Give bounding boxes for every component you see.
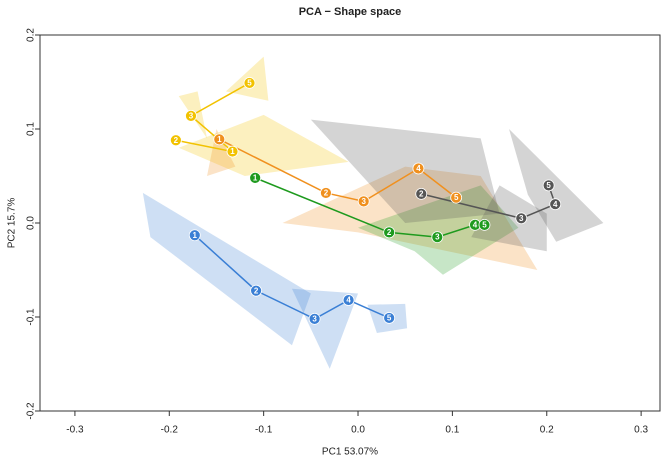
- point-label: 3: [519, 214, 524, 223]
- point: [415, 187, 428, 200]
- x-tick-label: -0.2: [161, 425, 179, 436]
- point: [188, 229, 201, 242]
- point-label: 4: [473, 220, 478, 229]
- hull: [282, 166, 538, 270]
- point: [226, 145, 239, 158]
- point-label: 5: [482, 220, 487, 229]
- point: [515, 212, 528, 225]
- point-label: 1: [217, 135, 222, 144]
- point: [383, 226, 396, 239]
- hull: [142, 192, 311, 346]
- point-label: 4: [553, 200, 558, 209]
- point: [383, 312, 396, 324]
- series-line: [421, 185, 557, 220]
- point-label: 1: [253, 173, 258, 182]
- point-label: 3: [312, 314, 317, 323]
- point: [431, 231, 444, 244]
- point: [342, 294, 355, 306]
- point: [450, 191, 463, 204]
- point-label: 3: [189, 111, 194, 120]
- axes: -0.3 -0.2 -0.1 0.0 0.1 0.2 0.3 -0.2 -0.1 0.0 0.1 0.…: [26, 28, 649, 436]
- point-label: 1: [193, 231, 198, 240]
- point: [357, 195, 370, 208]
- point: [412, 162, 425, 175]
- point-label: 5: [454, 193, 459, 202]
- point: [249, 171, 262, 184]
- chart-title: PCA − Shape space: [299, 6, 402, 18]
- x-tick-label: -0.3: [66, 425, 84, 436]
- point: [308, 312, 321, 325]
- x-tick-label: 0.2: [540, 425, 554, 436]
- point-label: 2: [174, 136, 179, 145]
- point: [243, 77, 256, 89]
- point-label: 2: [254, 286, 259, 295]
- point-label: 2: [419, 189, 424, 198]
- point-label: 2: [324, 189, 329, 198]
- hull: [178, 114, 349, 176]
- point-label: 1: [230, 147, 235, 156]
- hull: [509, 129, 604, 242]
- point-label: 5: [247, 79, 252, 88]
- point-label: 4: [416, 164, 421, 173]
- y-tick-label: 0.2: [26, 28, 37, 42]
- point-label: 3: [361, 197, 366, 206]
- point: [320, 187, 332, 199]
- series-line: [175, 82, 250, 153]
- x-axis-label: PC1 53.07%: [322, 447, 378, 458]
- hull: [471, 185, 547, 252]
- point: [213, 133, 226, 146]
- x-tick-label: 0.1: [445, 425, 459, 436]
- x-tick-label: 0.3: [634, 425, 648, 436]
- point-label: 3: [435, 233, 440, 242]
- y-tick-label: -0.2: [26, 402, 37, 420]
- point: [250, 284, 263, 297]
- point: [478, 218, 491, 231]
- point-label: 5: [387, 314, 392, 323]
- y-tick-label: 0.1: [26, 122, 37, 136]
- point-label: 5: [546, 181, 551, 190]
- hull: [291, 288, 359, 369]
- x-tick-label: -0.1: [255, 425, 273, 436]
- point: [185, 109, 197, 122]
- point-label: 4: [346, 296, 351, 305]
- point: [542, 179, 555, 192]
- y-tick-label: 0.0: [26, 216, 37, 230]
- point: [549, 198, 562, 211]
- point-label: 2: [387, 228, 392, 237]
- point: [169, 134, 182, 147]
- y-tick-label: -0.1: [26, 308, 37, 326]
- x-tick-label: 0.0: [351, 425, 365, 436]
- y-axis-label: PC2 15.7%: [7, 198, 18, 249]
